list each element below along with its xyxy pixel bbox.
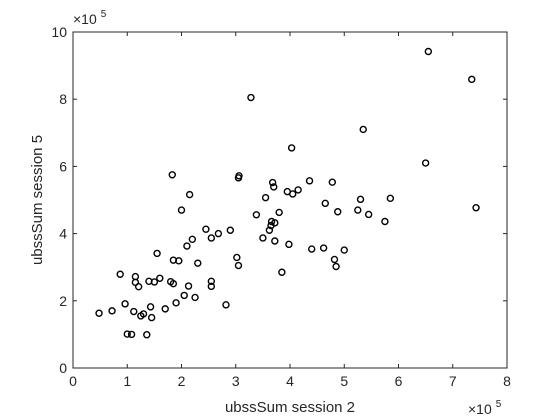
scatter-point [278, 268, 286, 276]
scatter-point [95, 309, 103, 317]
scatter-point [175, 257, 183, 265]
scatter-point [150, 278, 159, 286]
y-exponent-base: ×10 [73, 11, 97, 27]
scatter-point [183, 242, 191, 250]
scatter-point [472, 204, 480, 212]
scatter-point [332, 262, 340, 271]
scatter-point [334, 208, 342, 216]
y-tick-label: 2 [59, 293, 67, 309]
scatter-point [319, 244, 328, 252]
scatter-point [265, 226, 274, 234]
scatter-point [191, 293, 199, 302]
x-tick-label: 4 [286, 373, 294, 389]
scatter-point [381, 217, 389, 226]
scatter-point [359, 125, 367, 134]
x-tick-label: 1 [123, 373, 131, 389]
scatter-point [259, 234, 267, 242]
scatter-point [130, 307, 138, 316]
scatter-point [287, 144, 296, 152]
scatter-point [321, 199, 329, 208]
scatter-point [356, 195, 365, 204]
scatter-point [161, 305, 169, 313]
scatter-point [285, 240, 293, 249]
y-axis-label: ubssSum session 5 [29, 135, 46, 265]
x-exponent-power: 5 [496, 399, 502, 410]
scatter-point [202, 225, 210, 233]
y-tick-label: 10 [51, 24, 67, 40]
scatter-point [143, 331, 151, 339]
scatter-point [156, 274, 164, 282]
scatter-point [184, 282, 193, 290]
scatter-point [153, 249, 161, 258]
scatter-point [214, 229, 223, 238]
scatter-point [168, 171, 176, 179]
scatter-point [268, 178, 277, 187]
scatter-point [270, 183, 278, 191]
points-layer [95, 47, 480, 339]
plot-frame [72, 31, 508, 369]
scatter-point [188, 235, 197, 244]
scatter-point [121, 300, 129, 308]
scatter-point [146, 303, 155, 311]
scatter-point [134, 282, 143, 291]
scatter-point [421, 159, 430, 167]
scatter-point [234, 261, 243, 270]
x-exponent-label: ×10 5 [468, 399, 502, 418]
scatter-point [275, 208, 283, 217]
scatter-point [468, 75, 476, 84]
scatter-point [271, 219, 279, 227]
scatter-point [294, 186, 302, 194]
scatter-point [289, 190, 297, 198]
scatter-point [424, 47, 433, 56]
x-tick-label: 8 [503, 373, 511, 389]
scatter-point [108, 307, 116, 315]
x-tick-label: 7 [449, 373, 457, 389]
scatter-point [271, 237, 279, 245]
y-tick-label: 8 [59, 91, 67, 107]
scatter-point [131, 272, 140, 281]
x-tick-label: 3 [232, 373, 240, 389]
scatter-point [123, 330, 131, 338]
scatter-point [172, 299, 180, 307]
scatter-point [147, 313, 156, 322]
y-tick-label: 6 [59, 158, 67, 174]
scatter-point [235, 172, 243, 180]
x-tick-label: 5 [340, 373, 348, 389]
scatter-point [386, 194, 395, 203]
scatter-point [180, 291, 188, 300]
scatter-point [207, 234, 216, 242]
scatter-point [222, 301, 230, 309]
scatter-point [364, 210, 373, 219]
scatter-point [177, 206, 186, 214]
scatter-point [328, 178, 337, 186]
y-exponent-label: ×10 5 [73, 9, 107, 28]
x-tick-label: 6 [395, 373, 403, 389]
scatter-point [185, 190, 194, 199]
scatter-point [116, 270, 124, 278]
scatter-point [252, 211, 261, 219]
scatter-point [247, 93, 255, 102]
scatter-point [139, 310, 148, 318]
scatter-point [305, 177, 314, 185]
x-axis-label: ubssSum session 2 [225, 399, 355, 416]
y-exponent-power: 5 [101, 9, 107, 20]
scatter-point [330, 255, 339, 264]
x-exponent-base: ×10 [468, 401, 492, 417]
scatter-point [354, 206, 362, 214]
scatter-point [226, 226, 235, 234]
scatter-point [169, 279, 178, 288]
scatter-point [261, 193, 270, 202]
y-tick-label: 0 [59, 360, 67, 376]
scatter-point [207, 282, 216, 291]
y-tick-label: 4 [59, 226, 67, 242]
scatter-point [340, 246, 348, 254]
scatter-point [194, 259, 202, 267]
scatter-point [127, 330, 136, 339]
scatter-point [233, 253, 241, 262]
scatter-point [207, 277, 216, 286]
x-tick-label: 2 [178, 373, 186, 389]
scatter-point [308, 245, 316, 253]
x-tick-label: 0 [69, 373, 77, 389]
